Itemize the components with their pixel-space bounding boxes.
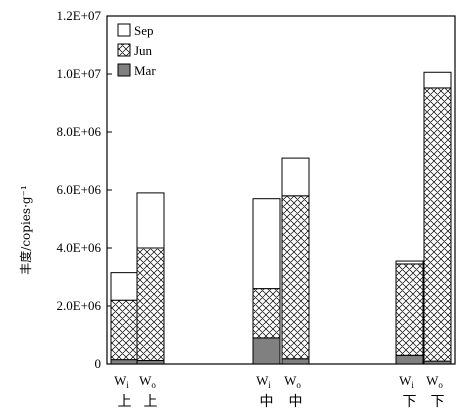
bar-segment-sep — [395, 260, 424, 265]
y-tick-label: 1.0E+07 — [56, 66, 101, 81]
group-label: 中 — [260, 394, 274, 410]
bar-label: Wi — [256, 373, 271, 390]
bar-segment-sep — [423, 71, 452, 89]
bar-label: Wo — [426, 373, 443, 390]
legend-swatch-jun — [117, 43, 131, 57]
bar-label: Wo — [139, 373, 156, 390]
bar-label: Wi — [114, 373, 129, 390]
legend-swatch-sep — [117, 23, 131, 37]
bar-segment-jun — [281, 195, 310, 360]
bar-segment-jun — [252, 288, 281, 339]
group-label: 上 — [144, 394, 158, 410]
bar-segment-sep — [136, 192, 165, 249]
y-tick-label: 6.0E+06 — [56, 182, 101, 197]
bar-segment-sep — [252, 198, 281, 290]
group-label: 下 — [431, 394, 445, 410]
y-tick-label: 8.0E+06 — [56, 124, 101, 139]
legend-swatch-mar — [117, 63, 131, 77]
bar-segment-sep — [110, 272, 139, 301]
bar-segment-sep — [281, 157, 310, 197]
group-label: 上 — [118, 394, 132, 410]
legend: Sep Jun Mar — [117, 23, 156, 78]
group-label: 下 — [403, 394, 417, 410]
legend-label-jun: Jun — [134, 43, 153, 58]
bar-segment-mar — [281, 358, 310, 365]
bar-segment-mar — [252, 337, 281, 365]
y-tick-label: 4.0E+06 — [56, 240, 101, 255]
y-tick-label: 1.2E+07 — [56, 8, 101, 23]
bar-segment-jun — [423, 87, 452, 362]
bar-label: Wo — [284, 373, 301, 390]
bar-segment-jun — [136, 247, 165, 362]
y-axis-label: 丰度/copies·g⁻¹ — [18, 185, 33, 274]
legend-label-sep: Sep — [134, 23, 154, 38]
group-label: 中 — [289, 394, 303, 410]
bar-segment-mar — [110, 359, 139, 365]
bar-label: Wi — [399, 373, 414, 390]
bars — [110, 71, 452, 365]
y-tick-label: 0 — [95, 356, 102, 371]
bar-segment-jun — [110, 299, 139, 361]
bar-segment-mar — [395, 354, 424, 365]
legend-label-mar: Mar — [134, 63, 156, 78]
y-axis: 0 2.0E+06 4.0E+06 6.0E+06 8.0E+06 1.0E+07 1.2E… — [56, 8, 112, 371]
bar-segment-jun — [395, 263, 424, 356]
x-axis-labels: Wi 上 Wo 上 Wi 中 Wo 中 Wi 下 Wo 下 — [114, 373, 444, 410]
y-tick-label: 2.0E+06 — [56, 298, 101, 313]
bar-segment-mar — [136, 360, 165, 365]
